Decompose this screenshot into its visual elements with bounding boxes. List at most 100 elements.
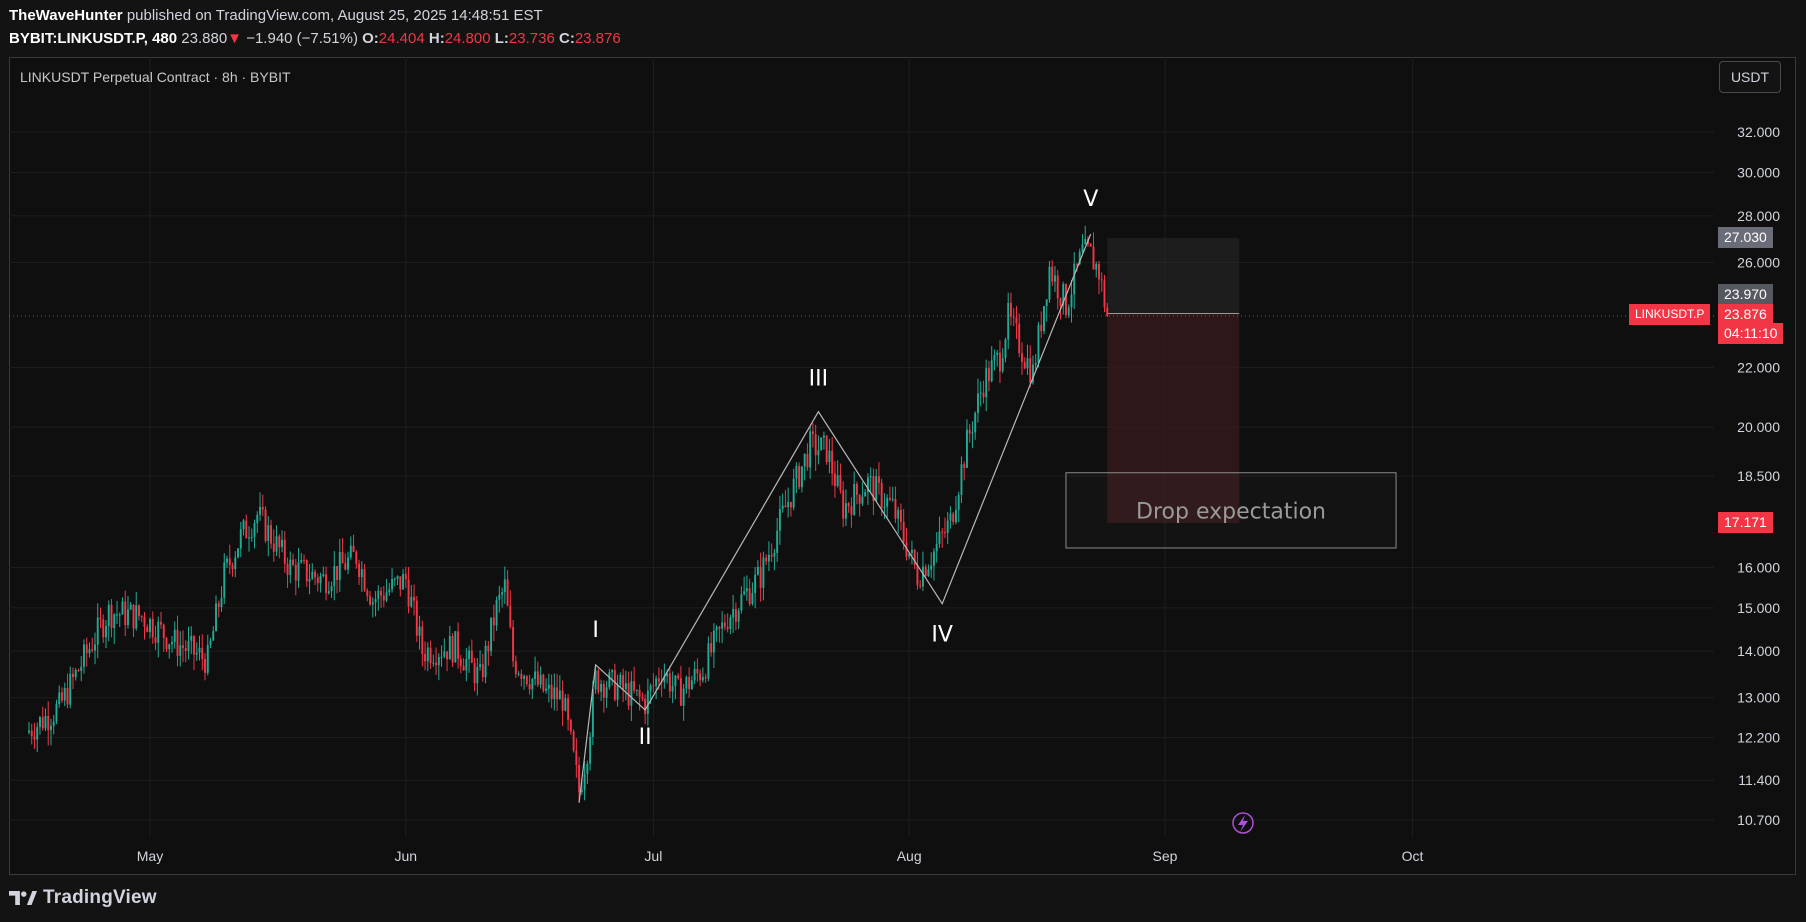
grid-lines — [9, 57, 1714, 837]
price-axis[interactable]: 32.000 30.000 28.000 26.000 22.000 20.000 18.5… — [1737, 124, 1780, 828]
candle-body — [792, 478, 795, 508]
candle-body — [800, 466, 803, 488]
candle-body — [721, 622, 724, 629]
candle-body — [308, 579, 311, 582]
header: TheWaveHunter published on TradingView.c… — [0, 0, 1806, 52]
candle-up — [539, 666, 542, 689]
candle-body — [220, 597, 223, 608]
candle-body — [261, 506, 264, 510]
candle-body — [63, 688, 66, 701]
candle-body — [789, 501, 792, 508]
candle-down — [72, 667, 74, 690]
candle-down — [404, 566, 407, 588]
candle-down — [847, 501, 850, 513]
candle-down — [286, 557, 289, 588]
candle-body — [998, 352, 1001, 372]
candle-up — [281, 530, 283, 553]
candle-up — [990, 345, 993, 383]
candle-body — [245, 520, 248, 539]
candle-body — [275, 536, 278, 552]
tradingview-branding[interactable]: TradingView — [9, 885, 157, 911]
candle-body — [237, 548, 239, 558]
candle-down — [1009, 292, 1012, 326]
lightning-icon[interactable] — [1232, 812, 1254, 834]
low-label: L: — [494, 30, 509, 47]
candle-down — [905, 527, 908, 561]
candle-up — [616, 674, 619, 707]
candle-down — [363, 563, 366, 592]
candle-down — [784, 490, 787, 508]
candle-body — [778, 508, 781, 531]
candle-body — [58, 692, 61, 705]
currency-button[interactable]: USDT — [1719, 61, 1781, 93]
candle-body — [1065, 284, 1067, 315]
candle-body — [226, 558, 228, 563]
chart-frame[interactable] — [9, 57, 1796, 875]
candle-down — [1106, 302, 1109, 317]
chart-title: LINKUSDT Perpetual Contract · 8h · BYBIT — [20, 69, 291, 85]
candle-body — [732, 609, 735, 618]
candle-up — [501, 587, 504, 608]
candle-body — [869, 476, 872, 478]
candle-down — [842, 481, 845, 528]
candle-body — [459, 658, 462, 666]
candle-body — [234, 557, 237, 570]
drop-expectation-box[interactable]: Drop expectation — [1065, 472, 1397, 549]
candle-body — [1012, 316, 1015, 318]
candle-body — [1029, 358, 1032, 383]
candle-up — [608, 668, 611, 690]
candle-down — [261, 494, 264, 517]
candle-body — [545, 688, 548, 691]
take-profit-zone — [1107, 313, 1240, 523]
candle-up — [820, 437, 823, 451]
symbol-name[interactable]: BYBIT:LINKUSDT.P, 480 — [9, 30, 178, 47]
candle-down — [748, 578, 751, 607]
candle-up — [822, 431, 825, 450]
candle-body — [314, 571, 317, 578]
candle-up — [212, 626, 215, 641]
candle-body — [330, 586, 333, 592]
candle-body — [693, 668, 696, 681]
candle-up — [564, 694, 567, 712]
candle-up — [168, 643, 171, 659]
candle-down — [814, 424, 817, 471]
candle-up — [949, 506, 952, 529]
candle-body — [652, 685, 655, 687]
candle-body — [685, 677, 688, 689]
candle-up — [391, 568, 394, 593]
candle-body — [1084, 239, 1087, 245]
candle-down — [355, 550, 358, 569]
candle-body — [413, 596, 416, 601]
candle-body — [696, 668, 699, 674]
candle-body — [847, 503, 850, 507]
candle-down — [487, 640, 490, 666]
candle-body — [729, 617, 732, 629]
candle-down — [292, 553, 294, 567]
candle-body — [759, 566, 762, 588]
candle-body — [820, 437, 823, 451]
time-axis[interactable]: May Jun Jul Aug Sep Oct — [137, 848, 1424, 864]
candle-up — [1084, 225, 1087, 245]
candle-body — [619, 675, 622, 685]
author-name[interactable]: TheWaveHunter — [9, 7, 123, 24]
candle-up — [809, 425, 812, 479]
candle-up — [289, 551, 292, 584]
candle-down — [952, 511, 955, 526]
candle-down — [162, 623, 165, 653]
candle-up — [74, 667, 77, 681]
candle-body — [289, 559, 292, 575]
candlesticks — [28, 225, 1109, 803]
candle-up — [756, 560, 759, 576]
candle-up — [583, 761, 586, 801]
candle-up — [396, 575, 399, 586]
candle-body — [283, 539, 286, 564]
candle-down — [160, 611, 162, 629]
candle-up — [388, 582, 391, 596]
candle-body — [1048, 266, 1051, 300]
candle-body — [803, 453, 806, 467]
price-tick-label: 14.000 — [1737, 643, 1780, 659]
candle-down — [759, 552, 762, 602]
candle-body — [424, 653, 427, 662]
candle-down — [41, 706, 44, 731]
